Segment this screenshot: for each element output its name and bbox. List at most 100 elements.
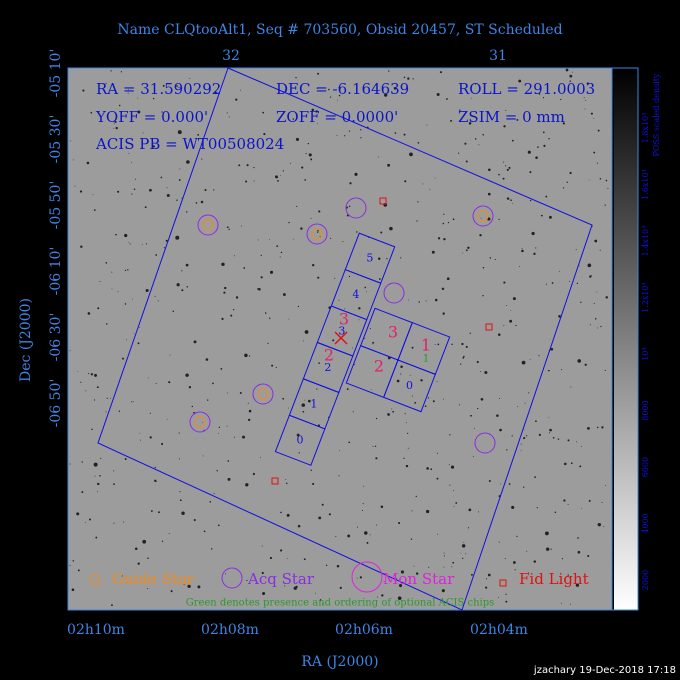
star xyxy=(79,190,83,193)
star xyxy=(569,74,573,78)
star xyxy=(424,405,427,408)
star xyxy=(181,270,183,272)
star xyxy=(197,133,200,136)
star xyxy=(258,288,261,291)
star xyxy=(145,243,148,245)
star xyxy=(261,571,264,575)
star xyxy=(585,99,587,101)
star xyxy=(486,578,488,580)
star xyxy=(588,499,591,502)
star xyxy=(589,324,591,326)
star xyxy=(97,491,99,493)
star xyxy=(372,446,374,448)
bottom-tick: 02h08m xyxy=(201,622,259,638)
star xyxy=(274,175,279,179)
star xyxy=(135,117,137,119)
star xyxy=(123,521,125,523)
star xyxy=(474,83,477,85)
star xyxy=(328,88,330,91)
star xyxy=(105,323,108,325)
star xyxy=(154,466,156,469)
star xyxy=(207,399,209,401)
star xyxy=(550,548,552,550)
star xyxy=(223,291,226,294)
star xyxy=(520,443,522,445)
star xyxy=(277,180,279,182)
star xyxy=(604,369,606,372)
star xyxy=(465,249,468,252)
star xyxy=(228,228,230,231)
star xyxy=(414,401,417,404)
star xyxy=(183,584,185,586)
star xyxy=(304,179,306,181)
star xyxy=(443,552,445,554)
star xyxy=(411,346,414,349)
star xyxy=(410,538,413,540)
star xyxy=(468,508,472,512)
star xyxy=(561,602,562,604)
star xyxy=(407,77,410,80)
star xyxy=(498,173,500,176)
star xyxy=(392,410,394,413)
star xyxy=(128,241,130,243)
star xyxy=(284,585,286,587)
star xyxy=(550,347,554,351)
star xyxy=(549,215,552,219)
guide-star xyxy=(257,388,269,400)
star xyxy=(335,535,337,537)
star xyxy=(111,604,113,607)
star xyxy=(118,410,121,412)
star xyxy=(348,205,351,208)
star xyxy=(86,161,90,165)
star xyxy=(485,586,488,589)
star xyxy=(317,72,320,75)
star xyxy=(499,428,502,432)
star xyxy=(521,248,523,250)
star xyxy=(505,165,507,167)
star xyxy=(121,357,125,360)
star xyxy=(197,585,201,589)
star xyxy=(314,592,316,594)
star xyxy=(112,127,114,129)
acq-star xyxy=(306,223,328,245)
star xyxy=(276,245,279,247)
star xyxy=(603,526,605,528)
star xyxy=(427,397,430,399)
star xyxy=(257,239,259,241)
star xyxy=(114,120,117,124)
star xyxy=(508,483,511,485)
star xyxy=(504,558,506,560)
star xyxy=(358,307,361,310)
star xyxy=(538,93,541,95)
star xyxy=(416,220,418,222)
star xyxy=(524,402,526,404)
star xyxy=(193,519,196,522)
star xyxy=(594,317,597,320)
star xyxy=(488,168,491,172)
star xyxy=(124,303,127,305)
star xyxy=(332,339,335,342)
star xyxy=(528,392,530,394)
left-tick: -06 10' xyxy=(48,247,64,296)
star xyxy=(168,381,171,384)
star xyxy=(147,377,149,379)
star xyxy=(372,341,375,344)
star xyxy=(352,347,354,349)
star xyxy=(260,457,261,458)
star xyxy=(559,270,560,272)
top-tick: 32 xyxy=(222,48,240,64)
aimpoint xyxy=(334,331,348,345)
star xyxy=(269,317,271,319)
star xyxy=(587,263,592,268)
star xyxy=(304,330,309,334)
optional-chip: 2 xyxy=(324,346,334,365)
colorbar-tick: 6000 xyxy=(641,457,650,477)
star xyxy=(449,484,451,486)
star xyxy=(369,534,371,536)
star xyxy=(405,464,409,468)
star xyxy=(139,432,141,434)
star xyxy=(315,110,318,113)
star xyxy=(307,399,311,403)
star xyxy=(133,188,136,190)
star xyxy=(449,434,451,436)
